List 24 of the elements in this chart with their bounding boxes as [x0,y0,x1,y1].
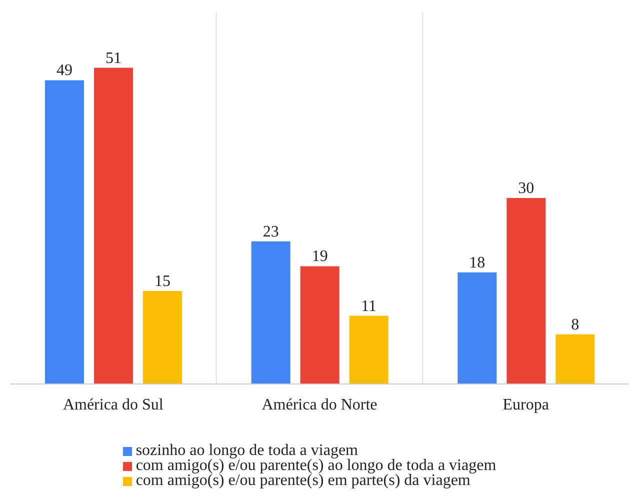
data-label: 23 [262,223,279,240]
legend-label: sozinho ao longo de toda a viagem [136,442,358,459]
bar [458,272,497,384]
data-label: 51 [106,50,122,67]
data-label: 30 [518,180,534,197]
bar [94,68,133,384]
x-tick-label: América do Norte [262,396,378,414]
data-label: 8 [571,316,580,334]
bar [251,241,290,384]
data-label: 18 [469,254,486,272]
bar [143,291,182,384]
bar [300,266,340,384]
bar [556,334,595,384]
x-tick-label: Europa [502,396,549,414]
data-label: 19 [312,248,328,266]
bar [506,198,546,384]
data-label: 49 [56,62,72,80]
x-tick-label: América do Sul [62,396,164,414]
data-label: 11 [361,298,377,315]
bar [45,80,84,384]
legend-label: com amigo(s) e/ou parente(s) ao longo de toda a viagem [136,457,496,474]
bar [349,316,388,384]
data-label: 15 [154,273,170,290]
legend-label: com amigo(s) e/ou parente(s) em parte(s) da viagem [136,472,470,489]
